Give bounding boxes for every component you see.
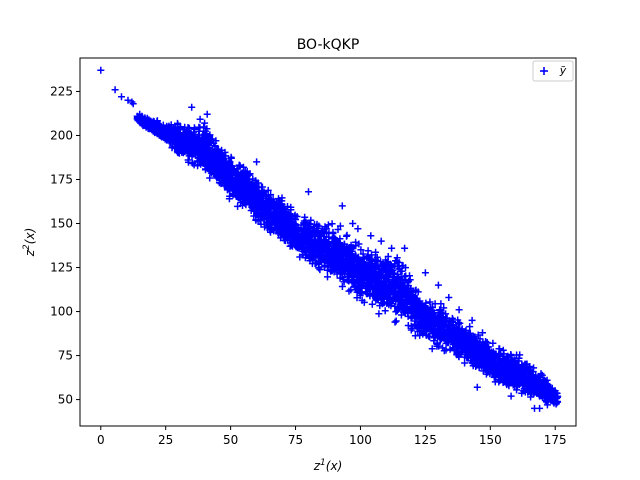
x-axis-label-sup: 1 xyxy=(320,458,326,468)
legend-label: ỹ xyxy=(559,64,567,77)
legend-box xyxy=(532,60,574,82)
chart-title: BO-kQKP xyxy=(297,37,360,53)
x-axis: 0 25 50 75 100 125 150 175 xyxy=(97,426,567,447)
x-tick-label-5: 125 xyxy=(414,433,437,447)
y-axis-label-rest: (x) xyxy=(23,228,37,244)
plot-frame xyxy=(79,57,577,427)
x-tick-label-7: 175 xyxy=(544,433,567,447)
x-axis-label-rest: (x) xyxy=(326,459,342,473)
y-tick-label-3: 125 xyxy=(50,261,73,275)
x-tick-label-0: 0 xyxy=(97,433,105,447)
x-tick-label-4: 100 xyxy=(349,433,372,447)
y-tick-label-6: 200 xyxy=(50,128,73,142)
y-tick-label-0: 50 xyxy=(58,393,73,407)
legend-marker-plus-icon xyxy=(540,67,548,75)
legend: ỹ xyxy=(532,60,574,82)
x-axis-label-base: z xyxy=(313,459,321,473)
x-tick-label-2: 50 xyxy=(223,433,238,447)
y-axis-label-base: z xyxy=(23,249,37,257)
x-tick-label-1: 25 xyxy=(158,433,173,447)
y-tick-label-5: 175 xyxy=(50,172,73,186)
y-tick-label-4: 150 xyxy=(50,217,73,231)
y-tick-label-7: 225 xyxy=(50,84,73,98)
y-axis-label: z2(x) xyxy=(22,228,37,258)
y-tick-label-1: 75 xyxy=(58,349,73,363)
y-tick-label-2: 100 xyxy=(50,305,73,319)
y-axis-label-sup: 2 xyxy=(22,244,32,250)
x-axis-label: z1(x) xyxy=(313,458,343,473)
x-tick-label-3: 75 xyxy=(288,433,303,447)
y-axis: 50 75 100 125 150 175 200 225 xyxy=(50,84,80,407)
series-points xyxy=(97,66,562,412)
scatter-markers xyxy=(97,66,562,412)
x-tick-label-6: 150 xyxy=(479,433,502,447)
